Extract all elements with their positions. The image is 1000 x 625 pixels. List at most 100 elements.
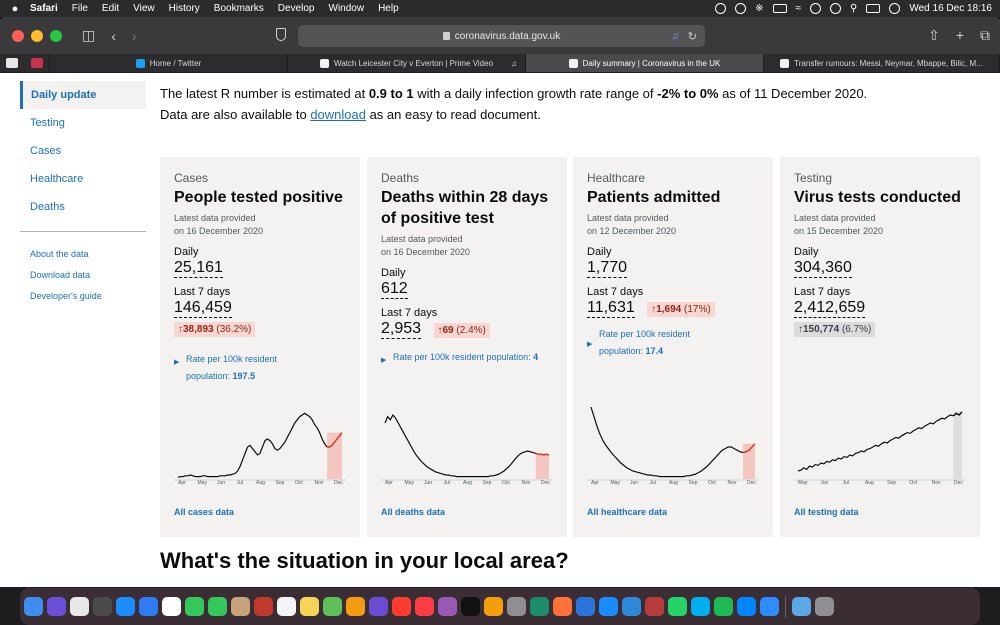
nav-developers-guide[interactable]: Developer's guide (30, 291, 102, 301)
nav-healthcare[interactable]: Healthcare (30, 173, 84, 185)
nav-about-data[interactable]: About the data (30, 249, 89, 259)
pinned-tab-bbc-icon[interactable] (6, 58, 19, 68)
dock-facetime-icon[interactable] (208, 597, 227, 616)
daily-value[interactable]: 304,360 (794, 259, 852, 278)
all-testing-link[interactable]: All testing data (794, 507, 859, 517)
bluetooth-icon[interactable]: ※ (755, 3, 764, 14)
siri-menu-icon[interactable] (889, 3, 901, 14)
minimize-window-button[interactable] (31, 29, 43, 42)
nav-cases[interactable]: Cases (30, 145, 62, 157)
dock-system-preferences-icon[interactable] (507, 597, 526, 616)
dock-tv-icon[interactable] (461, 597, 480, 616)
dock-safari-icon[interactable] (599, 597, 618, 616)
dock-zoom-icon[interactable] (760, 597, 779, 616)
tab-coronavirus[interactable]: Daily summary | Coronavirus in the UK (526, 54, 764, 72)
dock-firefox-icon[interactable] (553, 597, 572, 616)
dock-whatsapp-icon[interactable] (668, 597, 687, 616)
1password-menu-icon[interactable] (715, 3, 727, 14)
menu-safari[interactable]: Safari (30, 3, 58, 14)
privacy-shield-icon[interactable] (276, 28, 286, 41)
dock-mission-control-icon[interactable] (93, 597, 112, 616)
download-link[interactable]: download (310, 107, 366, 122)
nav-download-data[interactable]: Download data (30, 270, 91, 280)
tab-overview-icon[interactable]: ⧉ (980, 27, 990, 43)
dock-books-icon[interactable] (484, 597, 503, 616)
dock-siri-icon[interactable] (47, 597, 66, 616)
dock-podcasts-icon[interactable] (438, 597, 457, 616)
tab-twitter[interactable]: Home / Twitter (50, 54, 288, 72)
speaker-icon[interactable]: ♫ (511, 58, 517, 68)
battery-icon[interactable] (772, 4, 787, 13)
all-deaths-link[interactable]: All deaths data (381, 507, 446, 517)
daily-value[interactable]: 25,161 (174, 259, 223, 278)
dock-maps-icon[interactable] (323, 597, 342, 616)
dock-finder-icon[interactable] (24, 597, 43, 616)
zoom-window-button[interactable] (50, 29, 62, 42)
menu-edit[interactable]: Edit (101, 3, 120, 14)
address-bar[interactable]: coronavirus.data.gov.uk ♫ ↻ (298, 25, 705, 47)
audio-playing-icon[interactable]: ♫ (671, 30, 680, 42)
tab-prime-video[interactable]: Watch Leicester City v Everton | Prime V… (288, 54, 526, 72)
menu-develop[interactable]: Develop (277, 3, 315, 14)
back-icon[interactable]: ‹ (111, 27, 116, 44)
forward-icon[interactable]: › (131, 27, 137, 44)
share-icon[interactable]: ⇧ (928, 27, 940, 43)
dock-calendar-icon[interactable] (162, 597, 181, 616)
menu-clock[interactable]: Wed 16 Dec 18:16 (909, 3, 992, 14)
sidebar-toggle-icon[interactable]: ◫ (82, 27, 96, 43)
dock-spotify-icon[interactable] (714, 597, 733, 616)
dock-contacts-icon[interactable] (231, 597, 250, 616)
time-machine-menu-icon[interactable] (830, 3, 842, 14)
menu-window[interactable]: Window (328, 3, 365, 14)
dock-news-icon[interactable] (392, 597, 411, 616)
dock-messages-icon[interactable] (185, 597, 204, 616)
nav-testing[interactable]: Testing (30, 117, 65, 129)
dock-photos-icon[interactable] (346, 597, 365, 616)
nav-daily-update[interactable]: Daily update (20, 81, 146, 109)
user-icon[interactable] (810, 3, 822, 14)
week-value[interactable]: 146,459 (174, 299, 232, 318)
dock-photo-booth-icon[interactable] (254, 597, 273, 616)
dock-imovie-icon[interactable] (369, 597, 388, 616)
dock-downloads-icon[interactable] (792, 597, 811, 616)
menu-help[interactable]: Help (378, 3, 399, 14)
dock-edge-icon[interactable] (622, 597, 641, 616)
all-healthcare-link[interactable]: All healthcare data (587, 507, 668, 517)
dock-time-machine-icon[interactable] (530, 597, 549, 616)
week-value[interactable]: 2,412,659 (794, 299, 866, 318)
dock-reminders-icon[interactable] (277, 597, 296, 616)
tab-bbc-sport[interactable]: Transfer rumours: Messi, Neymar, Mbappe,… (764, 54, 1000, 72)
spotlight-search-icon[interactable]: ⚲ (850, 3, 858, 14)
new-tab-icon[interactable]: + (955, 27, 964, 43)
menu-file[interactable]: File (71, 3, 88, 14)
dock-music-icon[interactable] (415, 597, 434, 616)
menu-bookmarks[interactable]: Bookmarks (213, 3, 264, 14)
play-menu-icon[interactable] (735, 3, 747, 14)
menu-view[interactable]: View (133, 3, 155, 14)
dock-app-store-icon[interactable] (116, 597, 135, 616)
menu-history[interactable]: History (168, 3, 200, 14)
reload-icon[interactable]: ↻ (687, 30, 697, 43)
dock-mail-icon[interactable] (139, 597, 158, 616)
nav-deaths[interactable]: Deaths (30, 201, 65, 213)
week-value[interactable]: 11,631 (587, 299, 635, 318)
control-center-icon[interactable] (866, 4, 881, 13)
dock-trash-icon[interactable] (815, 597, 834, 616)
close-window-button[interactable] (12, 29, 24, 42)
dock-1password-icon[interactable] (576, 597, 595, 616)
dock-launchpad-icon[interactable] (70, 597, 89, 616)
dock-skype-icon[interactable] (691, 597, 710, 616)
week-value[interactable]: 2,953 (381, 320, 422, 339)
rate-details-toggle[interactable]: ▶ Rate per 100k resident population: 197.5 (174, 351, 350, 385)
daily-value[interactable]: 1,770 (587, 259, 628, 278)
wifi-icon[interactable]: ≈ (795, 3, 802, 14)
apple-menu-icon[interactable]: ● (11, 2, 19, 15)
pinned-tab-app-icon[interactable] (30, 58, 43, 68)
rate-details-toggle[interactable]: ▶ Rate per 100k resident population: 17.4 (587, 326, 763, 360)
daily-value[interactable]: 612 (381, 280, 408, 299)
dock-transmission-icon[interactable] (645, 597, 664, 616)
rate-details-toggle[interactable]: ▶ Rate per 100k resident population: 4 (381, 349, 557, 366)
dock-notes-icon[interactable] (300, 597, 319, 616)
all-cases-link[interactable]: All cases data (174, 507, 235, 517)
dock-messenger-icon[interactable] (737, 597, 756, 616)
